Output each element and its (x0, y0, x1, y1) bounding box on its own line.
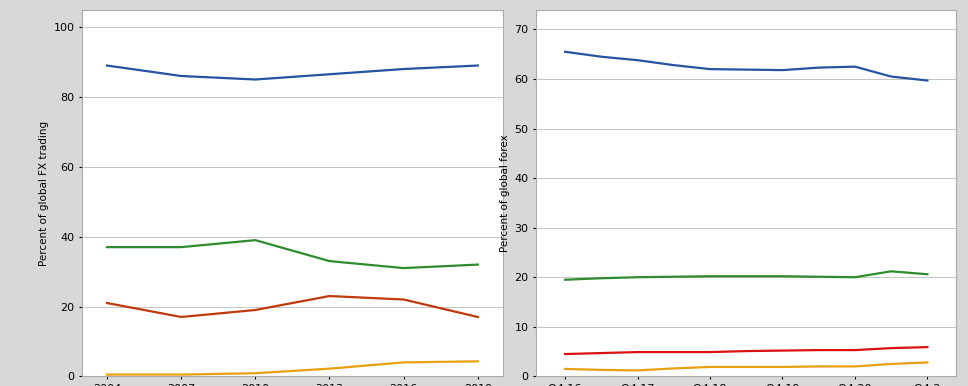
Y-axis label: Percent of global FX trading: Percent of global FX trading (40, 120, 49, 266)
Y-axis label: Percent of global forex: Percent of global forex (500, 134, 510, 252)
